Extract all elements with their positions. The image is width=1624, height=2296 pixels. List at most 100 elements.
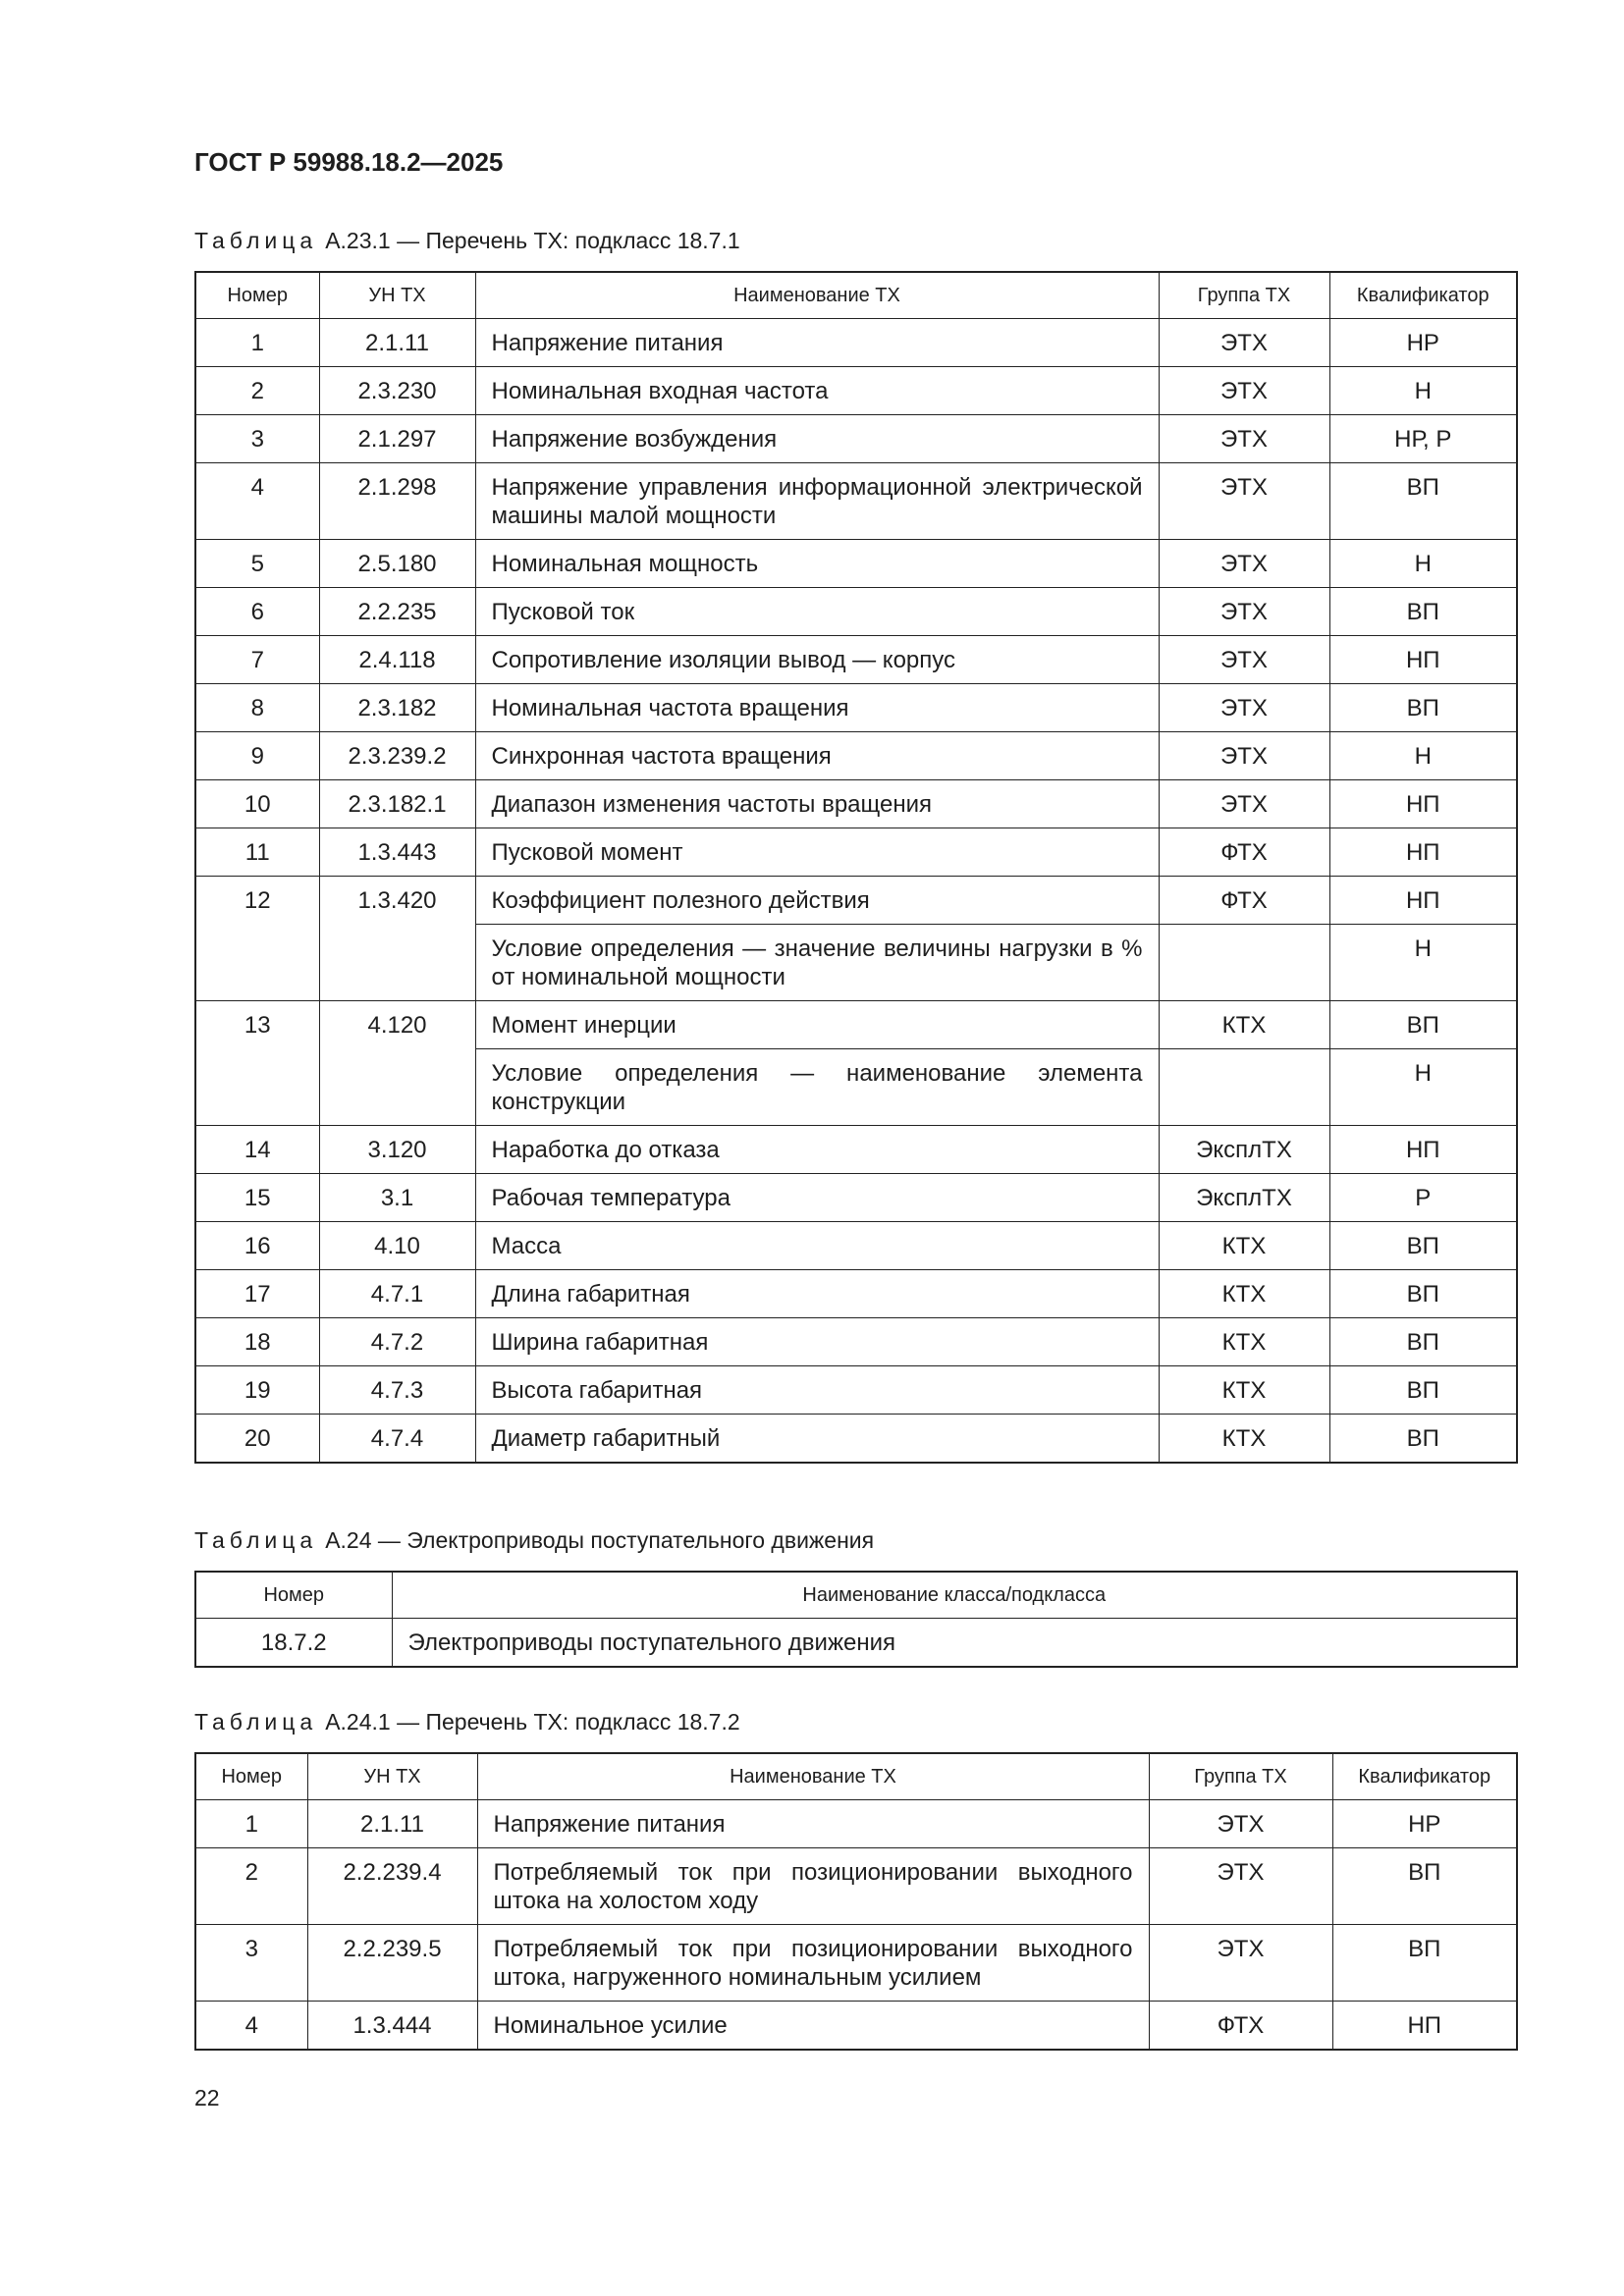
column-header: Наименование ТХ <box>476 1752 1150 1800</box>
table-head: Номер УН ТХ Наименование ТХ Группа ТХ Квалиф… <box>194 1752 1518 1800</box>
cell: 1.3.420 <box>318 876 476 1001</box>
cell: КТХ <box>1158 1365 1330 1415</box>
page-number: 22 <box>194 2085 220 2110</box>
cell: 4.10 <box>318 1221 476 1270</box>
table-row: 4 1.3.444 Номинальное усилие ФТХ НП <box>194 2001 1518 2051</box>
column-header: Номер <box>194 1752 308 1800</box>
cell: ЭТХ <box>1158 414 1330 463</box>
cell: 3.120 <box>318 1125 476 1174</box>
cell: ВП <box>1328 587 1518 636</box>
name-cell: Напряжение возбуждения <box>474 414 1160 463</box>
cell: ВП <box>1328 1269 1518 1318</box>
cell: ЭТХ <box>1158 539 1330 588</box>
cell: 18 <box>194 1317 320 1366</box>
cell: ЭТХ <box>1158 318 1330 367</box>
condition-name: Условие определения — значение величины … <box>474 924 1160 1001</box>
cell: 1.3.444 <box>306 2001 478 2051</box>
cell: ЭТХ <box>1148 1799 1333 1848</box>
header-row: Номер УН ТХ Наименование ТХ Группа ТХ Квалиф… <box>194 1752 1518 1800</box>
table-row: 9 2.3.239.2 Синхронная частота вращения ЭТХ… <box>194 731 1518 780</box>
cell: ВП <box>1328 1221 1518 1270</box>
cell: Н <box>1328 731 1518 780</box>
column-header: Квалификатор <box>1328 271 1518 319</box>
cell: 2.5.180 <box>318 539 476 588</box>
name-cell: Номинальная мощность <box>474 539 1160 588</box>
cell: ЭТХ <box>1158 366 1330 415</box>
cell: ЭТХ <box>1158 683 1330 732</box>
name-cell: Высота габаритная <box>474 1365 1160 1415</box>
cell: 2 <box>194 1847 308 1925</box>
table-row: 3 2.2.239.5 Потребляемый ток при позициони… <box>194 1924 1518 2002</box>
table-body: 1 2.1.11 Напряжение питания ЭТХ НР 2 2.3.230 Но… <box>194 318 1518 1464</box>
table-body: 1 2.1.11 Напряжение питания ЭТХ НР 2 2.2.239.4… <box>194 1799 1518 2051</box>
table-row: 4 2.1.298 Напряжение управления информацио… <box>194 462 1518 540</box>
cell: КТХ <box>1158 1000 1330 1049</box>
column-header: Группа ТХ <box>1148 1752 1333 1800</box>
cell: ЭТХ <box>1148 1924 1333 2002</box>
cell: Н <box>1328 366 1518 415</box>
column-header: Наименование класса/подкласса <box>391 1571 1518 1619</box>
cell: НП <box>1328 876 1518 925</box>
cell: ВП <box>1328 1000 1518 1049</box>
cell: НП <box>1328 1125 1518 1174</box>
cell: 4 <box>194 462 320 540</box>
cell: 2.2.235 <box>318 587 476 636</box>
name-cell: Диапазон изменения частоты вращения <box>474 779 1160 828</box>
caption-label: Таблица <box>194 1709 318 1735</box>
name-cell: Потребляемый ток при позиционировании вы… <box>476 1847 1150 1925</box>
cell: 2.1.11 <box>306 1799 478 1848</box>
cell: ФТХ <box>1148 2001 1333 2051</box>
cell: ЭТХ <box>1158 462 1330 540</box>
cell: ФТХ <box>1158 876 1330 925</box>
table-row: 3 2.1.297 Напряжение возбуждения ЭТХ НР, Р <box>194 414 1518 463</box>
cell: ВП <box>1328 1414 1518 1464</box>
caption-text: А.24 — Электроприводы поступательного дв… <box>325 1527 875 1553</box>
cell: 4.7.4 <box>318 1414 476 1464</box>
condition-group <box>1158 924 1330 1001</box>
name-cell: Номинальная частота вращения <box>474 683 1160 732</box>
cell: 4.120 <box>318 1000 476 1126</box>
name-cell: Наработка до отказа <box>474 1125 1160 1174</box>
caption-text: А.23.1 — Перечень ТХ: подкласс 18.7.1 <box>325 228 740 253</box>
cell: НП <box>1328 635 1518 684</box>
cell: ЭТХ <box>1158 731 1330 780</box>
cell: 4 <box>194 2001 308 2051</box>
table-row: 10 2.3.182.1 Диапазон изменения частоты вр… <box>194 779 1518 828</box>
cell: 2.2.239.5 <box>306 1924 478 2002</box>
name-cell: Момент инерции <box>474 1000 1160 1049</box>
table-caption: Таблица А.23.1 — Перечень ТХ: подкласс 18… <box>194 228 740 254</box>
cell: 17 <box>194 1269 320 1318</box>
caption-label: Таблица <box>194 228 318 253</box>
table-row: 7 2.4.118 Сопротивление изоляции вывод — к… <box>194 635 1518 684</box>
cell: НП <box>1328 779 1518 828</box>
header-row: Номер Наименование класса/подкласса <box>194 1571 1518 1619</box>
cell: ВП <box>1328 462 1518 540</box>
cell: КТХ <box>1158 1269 1330 1318</box>
cell: 16 <box>194 1221 320 1270</box>
column-header: Номер <box>194 1571 393 1619</box>
name-cell: Длина габаритная <box>474 1269 1160 1318</box>
cell: 2.3.239.2 <box>318 731 476 780</box>
table-row: 13 4.120 Момент инерции КТХ ВП <box>194 1000 1518 1126</box>
cell: Н <box>1328 539 1518 588</box>
cell: ЭксплТХ <box>1158 1125 1330 1174</box>
condition-row: Условие определения — значение величины … <box>195 924 1518 1001</box>
cell: 10 <box>194 779 320 828</box>
cell: Р <box>1328 1173 1518 1222</box>
table-row: 11 1.3.443 Пусковой момент ФТХ НП <box>194 828 1518 877</box>
cell: 6 <box>194 587 320 636</box>
cell: ВП <box>1328 683 1518 732</box>
cell: 2.3.230 <box>318 366 476 415</box>
cell: НП <box>1331 2001 1518 2051</box>
cell: 3 <box>194 414 320 463</box>
cell: 3.1 <box>318 1173 476 1222</box>
cell: ЭТХ <box>1158 635 1330 684</box>
name-cell: Напряжение питания <box>474 318 1160 367</box>
table-caption: Таблица А.24 — Электроприводы поступатель… <box>194 1527 874 1554</box>
table-head: Номер Наименование класса/подкласса <box>194 1571 1518 1619</box>
cell: ВП <box>1328 1365 1518 1415</box>
table-row: 18 4.7.2 Ширина габаритная КТХ ВП <box>194 1317 1518 1366</box>
name-cell: Пусковой ток <box>474 587 1160 636</box>
cell: 1.3.443 <box>318 828 476 877</box>
cell: КТХ <box>1158 1221 1330 1270</box>
